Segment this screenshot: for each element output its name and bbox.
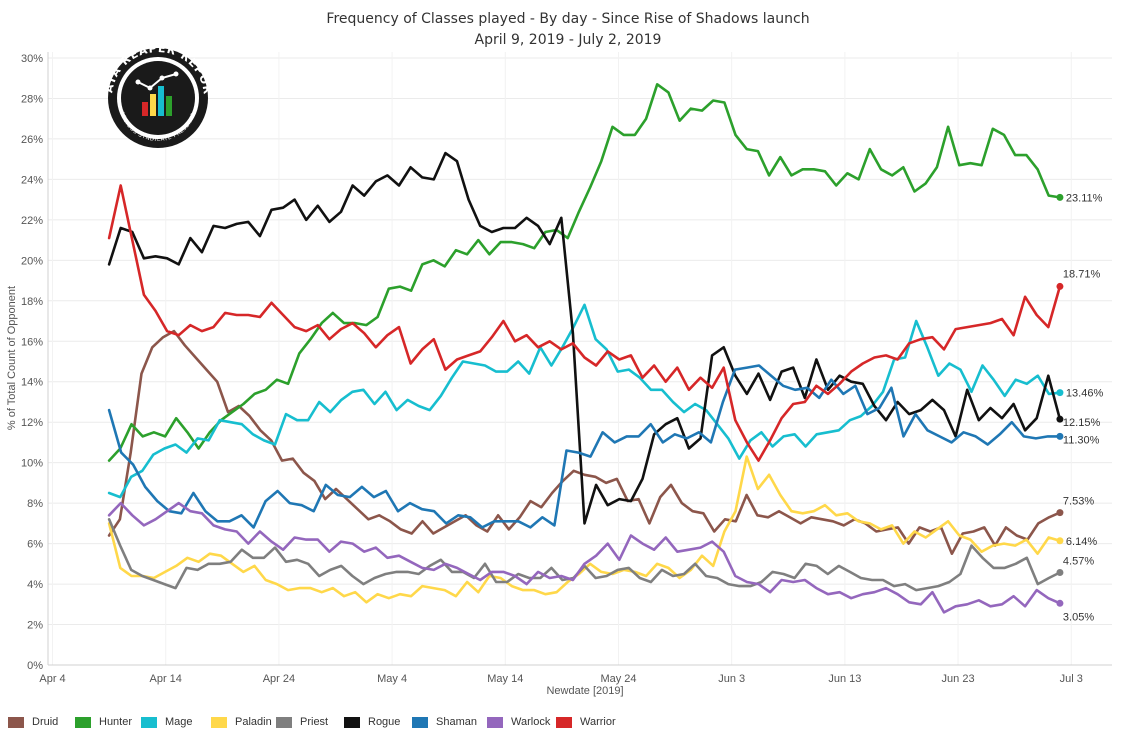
series-end-label-rogue: 12.15%: [1063, 417, 1101, 429]
legend-swatch: [556, 716, 572, 728]
x-axis-title: Newdate [2019]: [546, 685, 623, 697]
legend-item-druid[interactable]: Druid: [8, 714, 58, 730]
y-axis: 0% 2% 4% 6% 8% 10% 12% 14% 16% 18% 20% 22% 24% 26% 28%…: [21, 53, 43, 672]
series-endpoint-warrior: [1056, 282, 1064, 290]
gridlines: [48, 52, 1112, 666]
y-axis-title: % of Total Count of Opponent: [6, 286, 18, 430]
legend-item-warrior[interactable]: Warrior: [556, 714, 616, 730]
endpoint-layer: 7.53% 23.11% 13.46% 6.14% 4.57% 12.15% 11.30% 3…: [1056, 192, 1103, 623]
legend-swatch: [487, 716, 503, 728]
x-tick-label: May 4: [377, 673, 407, 685]
series-endpoint-warlock: [1056, 599, 1064, 607]
series-end-label-hunter: 23.11%: [1066, 192, 1103, 204]
y-tick-label: 18%: [21, 296, 43, 308]
series-end-label-warrior: 18.71%: [1063, 268, 1101, 280]
legend-swatch: [75, 716, 91, 728]
series-endpoint-mage: [1056, 389, 1064, 397]
legend-label: Shaman: [436, 716, 477, 728]
x-tick-label: Apr 24: [263, 673, 295, 685]
legend-label: Mage: [165, 716, 193, 728]
series-line-warlock: [107, 501, 1062, 614]
series-end-label-shaman: 11.30%: [1063, 434, 1100, 446]
y-tick-label: 8%: [27, 498, 43, 510]
x-tick-label: Apr 4: [39, 673, 65, 685]
legend-label: Warrior: [580, 716, 616, 728]
series-endpoint-priest: [1056, 569, 1064, 577]
series-end-label-druid: 7.53%: [1063, 496, 1094, 508]
series-endpoint-hunter: [1056, 193, 1064, 201]
series-line-rogue: [107, 151, 1062, 525]
x-tick-label: May 14: [487, 673, 523, 685]
legend-label: Priest: [300, 716, 329, 728]
x-tick-label: May 24: [600, 673, 636, 685]
legend-swatch: [211, 716, 227, 728]
legend-swatch: [141, 716, 157, 728]
legend-item-warlock[interactable]: Warlock: [487, 714, 550, 730]
y-tick-label: 4%: [27, 579, 43, 591]
y-tick-label: 24%: [21, 174, 43, 186]
series-end-label-mage: 13.46%: [1066, 388, 1104, 400]
legend-label: Warlock: [511, 716, 551, 728]
legend-label: Rogue: [368, 716, 401, 728]
series-endpoint-shaman: [1056, 432, 1064, 440]
legend-swatch: [412, 716, 428, 728]
y-tick-label: 28%: [21, 93, 43, 105]
y-tick-label: 22%: [21, 215, 43, 227]
y-tick-label: 20%: [21, 255, 43, 267]
series-line-paladin: [107, 455, 1062, 604]
series-endpoint-rogue: [1056, 415, 1064, 423]
y-tick-label: 26%: [21, 134, 43, 146]
series-layer: [107, 83, 1062, 614]
x-tick-label: Jun 13: [828, 673, 861, 685]
x-tick-label: Apr 14: [150, 673, 182, 685]
legend-swatch: [344, 716, 360, 728]
legend-item-mage[interactable]: Mage: [141, 714, 193, 730]
x-tick-label: Jun 3: [718, 673, 745, 685]
series-end-label-warlock: 3.05%: [1063, 611, 1094, 623]
series-endpoint-druid: [1056, 509, 1064, 517]
legend-item-priest[interactable]: Priest: [276, 714, 328, 730]
series-end-label-paladin: 6.14%: [1066, 536, 1097, 548]
series-line-druid: [107, 329, 1062, 555]
logo: DATA REAPER REPORT VICIOUS SYNDICATE PRE…: [102, 42, 213, 148]
legend-swatch: [8, 716, 24, 728]
legend-item-rogue[interactable]: Rogue: [344, 714, 400, 730]
series-end-label-priest: 4.57%: [1063, 556, 1094, 568]
x-tick-label: Jul 3: [1060, 673, 1083, 685]
series-line-hunter: [107, 83, 1062, 462]
y-tick-label: 30%: [21, 53, 43, 65]
x-axis: Apr 4 Apr 14 Apr 24 May 4 May 14 May 24 Jun 3 J…: [39, 673, 1082, 685]
series-line-shaman: [107, 364, 1062, 529]
series-endpoint-paladin: [1056, 537, 1064, 545]
y-tick-label: 6%: [27, 539, 43, 551]
series-line-warrior: [107, 184, 1062, 462]
y-tick-label: 0%: [27, 660, 43, 672]
x-tick-label: Jun 23: [942, 673, 975, 685]
y-tick-label: 12%: [21, 417, 43, 429]
legend-swatch: [276, 716, 292, 728]
y-tick-label: 2%: [27, 620, 43, 632]
y-tick-label: 16%: [21, 336, 43, 348]
legend-item-paladin[interactable]: Paladin: [211, 714, 272, 730]
chart-title: Frequency of Classes played - By day - S…: [326, 11, 809, 27]
series-line-mage: [107, 303, 1062, 499]
legend: Druid Hunter Mage Paladin Priest Rogue Shaman W…: [0, 710, 1143, 734]
legend-item-hunter[interactable]: Hunter: [75, 714, 132, 730]
legend-item-shaman[interactable]: Shaman: [412, 714, 477, 730]
y-tick-label: 10%: [21, 458, 43, 470]
legend-label: Paladin: [235, 716, 272, 728]
chart-subtitle: April 9, 2019 - July 2, 2019: [475, 32, 662, 48]
y-tick-label: 14%: [21, 377, 43, 389]
legend-label: Druid: [32, 716, 59, 728]
legend-label: Hunter: [99, 716, 133, 728]
